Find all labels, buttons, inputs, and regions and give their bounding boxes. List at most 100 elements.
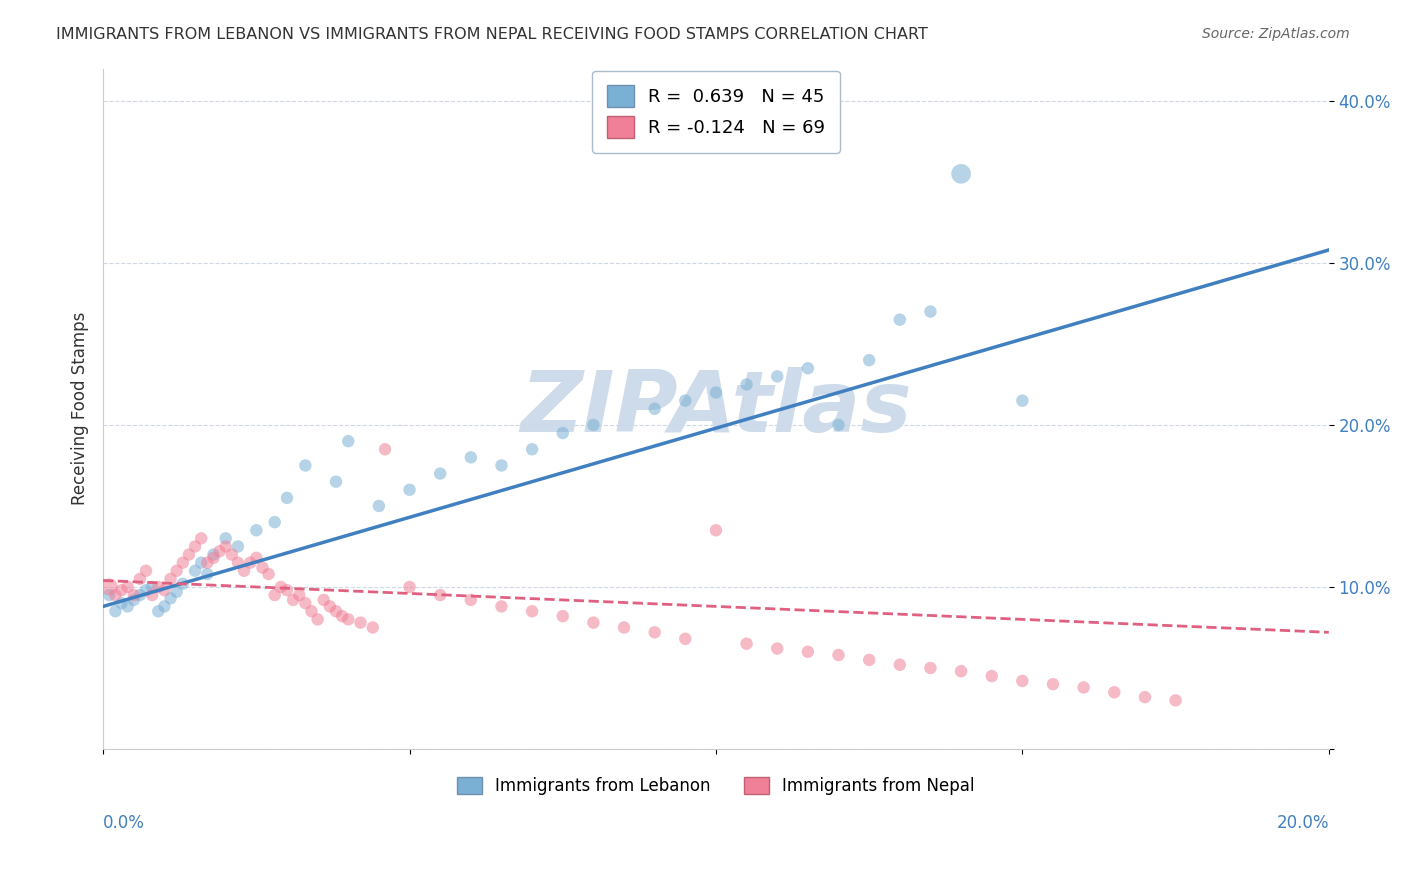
Point (215, 540, 238, 554)
Point (889, 657, 911, 672)
Point (361, 620, 384, 634)
Point (673, 393, 696, 408)
Point (129, 572, 152, 586)
Point (117, 599, 139, 614)
Point (202, 550, 225, 565)
Point (582, 417, 605, 432)
Point (325, 604, 347, 618)
Point (1011, 393, 1033, 408)
Point (920, 304, 942, 318)
Point (337, 434, 360, 449)
Point (215, 532, 238, 546)
Point (673, 632, 696, 646)
Legend: Immigrants from Lebanon, Immigrants from Nepal: Immigrants from Lebanon, Immigrants from… (450, 771, 981, 802)
Point (797, 361, 820, 376)
Point (950, 664, 973, 678)
Point (1073, 681, 1095, 695)
Point (1011, 673, 1033, 688)
Point (950, 167, 973, 181)
Point (257, 567, 280, 582)
Point (551, 609, 574, 624)
Point (148, 580, 170, 594)
Point (104, 588, 127, 602)
Point (920, 661, 942, 675)
Point (270, 580, 292, 594)
Text: 0.0%: 0.0% (103, 814, 145, 832)
Point (301, 604, 323, 618)
Point (980, 669, 1002, 683)
Point (190, 532, 212, 546)
Point (491, 599, 513, 614)
Point (184, 564, 207, 578)
Text: Source: ZipAtlas.com: Source: ZipAtlas.com (1202, 27, 1350, 41)
Point (374, 442, 396, 457)
Point (325, 475, 347, 489)
Point (398, 580, 420, 594)
Point (294, 458, 316, 473)
Point (319, 599, 342, 614)
Point (233, 564, 256, 578)
Point (337, 612, 360, 626)
Point (172, 576, 194, 591)
Point (766, 369, 789, 384)
Point (153, 599, 176, 614)
Point (110, 596, 132, 610)
Point (797, 645, 820, 659)
Point (276, 583, 298, 598)
Point (208, 544, 231, 558)
Point (239, 556, 262, 570)
Point (889, 312, 911, 326)
Point (827, 417, 849, 432)
Point (735, 637, 758, 651)
Point (184, 540, 207, 554)
Point (398, 483, 420, 497)
Point (166, 584, 188, 599)
Point (582, 615, 605, 630)
Point (288, 588, 311, 602)
Point (159, 591, 181, 606)
Point (245, 550, 267, 565)
Point (349, 615, 371, 630)
Point (704, 385, 727, 400)
Point (520, 442, 543, 457)
Point (460, 593, 482, 607)
Point (98, 580, 121, 594)
Point (281, 593, 304, 607)
Point (117, 580, 139, 594)
Point (735, 377, 758, 392)
Point (367, 499, 389, 513)
Point (858, 353, 880, 368)
Point (195, 556, 218, 570)
Point (122, 588, 145, 602)
Point (1042, 677, 1064, 691)
Point (307, 612, 329, 626)
Point (704, 523, 727, 537)
Point (551, 425, 574, 440)
Point (98, 588, 121, 602)
Point (1133, 690, 1156, 705)
Point (252, 560, 274, 574)
Point (312, 593, 335, 607)
Point (135, 564, 157, 578)
Text: 20.0%: 20.0% (1277, 814, 1329, 832)
Point (491, 458, 513, 473)
Point (195, 567, 218, 582)
Point (520, 604, 543, 618)
Point (226, 540, 249, 554)
Point (153, 583, 176, 598)
Point (104, 604, 127, 618)
Point (827, 648, 849, 662)
Point (245, 523, 267, 537)
Point (135, 583, 157, 598)
Point (644, 401, 666, 416)
Point (122, 593, 145, 607)
Point (429, 467, 451, 481)
Text: ZIPAtlas: ZIPAtlas (520, 368, 911, 450)
Point (1104, 685, 1126, 699)
Point (330, 609, 353, 624)
Point (172, 556, 194, 570)
Point (613, 620, 636, 634)
Point (429, 588, 451, 602)
Y-axis label: Receiving Food Stamps: Receiving Food Stamps (72, 312, 89, 506)
Point (141, 588, 163, 602)
